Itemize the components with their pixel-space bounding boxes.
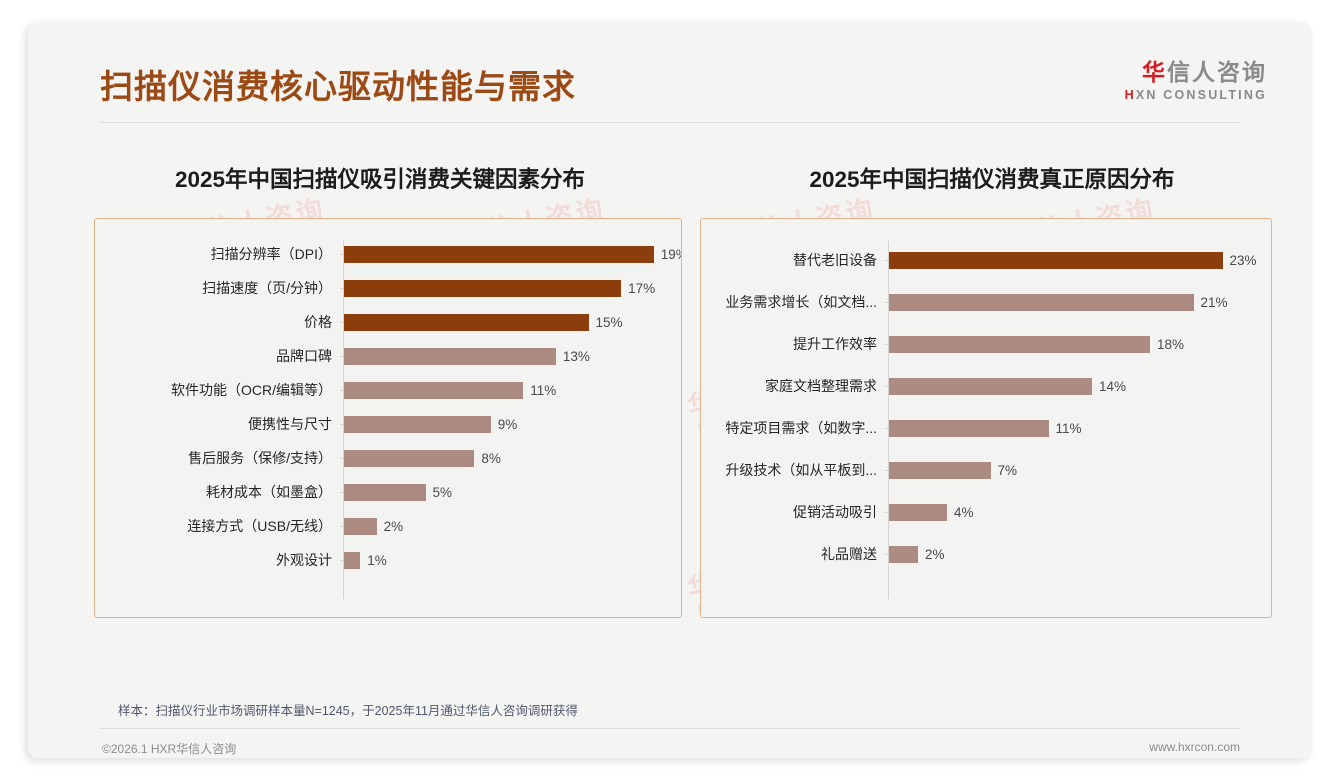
bar-category-label: 外观设计 <box>276 552 332 568</box>
bar-category-label: 业务需求增长（如文档... <box>725 294 877 310</box>
bar-category-label: 耗材成本（如墨盒） <box>206 484 332 500</box>
axis-tick <box>340 356 344 357</box>
bar <box>344 246 654 263</box>
bar <box>344 484 426 501</box>
bar-value-label: 2% <box>925 546 945 562</box>
bar <box>889 546 918 563</box>
bar-chart-right: 替代老旧设备 23% 业务需求增长（如文档... 21% 提升工作效率 18% 家庭文档整理… <box>701 219 1271 617</box>
axis-tick <box>885 386 889 387</box>
bar-value-label: 7% <box>997 462 1018 478</box>
bar <box>889 378 1092 395</box>
company-logo: 华信人咨询 HXN CONSULTING <box>1125 59 1267 102</box>
bar-category-label: 替代老旧设备 <box>793 252 877 268</box>
bar-category-label: 价格 <box>304 314 332 330</box>
bar-category-label: 促销活动吸引 <box>793 504 877 520</box>
axis-tick <box>885 554 889 555</box>
logo-en-first-char: H <box>1124 88 1136 103</box>
axis-tick <box>885 302 889 303</box>
bar <box>889 420 1049 437</box>
bar-value-label: 19% <box>660 246 681 262</box>
slide-header: 扫描仪消费核心驱动性能与需求 华信人咨询 HXN CONSULTING <box>28 22 1312 123</box>
bar-value-label: 4% <box>954 504 974 520</box>
bar-category-label: 售后服务（保修/支持） <box>188 450 332 466</box>
bar <box>344 280 622 297</box>
axis-tick <box>885 428 889 429</box>
logo-english-text: HXN CONSULTING <box>1125 88 1267 102</box>
bar-category-label: 品牌口碑 <box>276 348 332 364</box>
bar-category-label: 扫描速度（页/分钟） <box>202 280 332 296</box>
bar-value-label: 9% <box>497 416 518 432</box>
chart-axis-left <box>343 241 344 599</box>
bar-chart-left: 扫描分辨率（DPI） 19% 扫描速度（页/分钟） 17% 价格 15% 品牌口碑 13% 软件… <box>95 219 681 617</box>
bar-category-label: 扫描分辨率（DPI） <box>210 246 332 262</box>
bar <box>889 504 947 521</box>
bar-value-label: 18% <box>1157 336 1185 352</box>
bar-value-label: 11% <box>530 382 557 398</box>
slide-canvas: 华信人咨询 HXN CONSULTING 华信人咨询 HXN CONSULTING华信… <box>28 22 1312 758</box>
bar-category-label: 礼品赠送 <box>821 546 877 562</box>
bar-category-label: 软件功能（OCR/编辑等） <box>171 382 332 398</box>
bar-value-label: 2% <box>383 518 404 534</box>
bar-value-label: 23% <box>1229 252 1257 268</box>
chart-title-right: 2025年中国扫描仪消费真正原因分布 <box>809 167 1175 192</box>
bar <box>344 348 556 365</box>
axis-tick <box>340 288 344 289</box>
bar <box>889 462 991 479</box>
axis-tick <box>885 512 889 513</box>
bar <box>344 552 361 569</box>
bar-category-label: 家庭文档整理需求 <box>765 378 877 394</box>
axis-tick <box>340 458 344 459</box>
bar-value-label: 15% <box>595 314 623 330</box>
bar <box>344 518 377 535</box>
bar <box>344 314 589 331</box>
bar-value-label: 14% <box>1099 378 1127 394</box>
bar <box>344 382 524 399</box>
axis-tick <box>885 470 889 471</box>
bar-category-label: 提升工作效率 <box>793 336 877 352</box>
footer-website: www.hxrcon.com <box>1149 740 1240 754</box>
axis-tick <box>340 254 344 255</box>
axis-tick <box>340 322 344 323</box>
axis-tick <box>340 390 344 391</box>
header-divider <box>100 122 1240 123</box>
bar <box>344 450 475 467</box>
axis-tick <box>885 344 889 345</box>
axis-tick <box>885 260 889 261</box>
chart-axis-right <box>888 241 889 599</box>
bar <box>889 336 1150 353</box>
source-note: 样本：扫描仪行业市场调研样本量N=1245，于2025年11月通过华信人咨询调研… <box>118 704 578 718</box>
bar <box>889 294 1194 311</box>
logo-cn-first-char: 华 <box>1142 59 1167 85</box>
logo-chinese-text: 华信人咨询 <box>1125 59 1267 85</box>
bar-value-label: 1% <box>367 552 387 568</box>
logo-cn-rest: 信人咨询 <box>1167 59 1267 85</box>
bar-value-label: 21% <box>1200 294 1228 310</box>
chart-panel-left: 扫描分辨率（DPI） 19% 扫描速度（页/分钟） 17% 价格 15% 品牌口碑 13% 软件… <box>94 218 682 618</box>
bar-category-label: 连接方式（USB/无线） <box>187 518 332 534</box>
axis-tick <box>340 492 344 493</box>
bar-category-label: 升级技术（如从平板到... <box>725 462 877 478</box>
bar-value-label: 17% <box>628 280 656 296</box>
page-title: 扫描仪消费核心驱动性能与需求 <box>100 68 576 105</box>
footer-copyright: ©2026.1 HXR华信人咨询 <box>102 742 237 756</box>
chart-title-left: 2025年中国扫描仪吸引消费关键因素分布 <box>174 167 586 192</box>
axis-tick <box>340 526 344 527</box>
bar-value-label: 8% <box>481 450 501 466</box>
bar <box>344 416 491 433</box>
axis-tick <box>340 424 344 425</box>
logo-en-rest: XN CONSULTING <box>1135 88 1267 103</box>
bar-category-label: 特定项目需求（如数字... <box>725 420 877 436</box>
bar <box>889 252 1223 269</box>
bar-value-label: 11% <box>1055 420 1082 436</box>
bar-category-label: 便携性与尺寸 <box>248 416 332 432</box>
bar-value-label: 5% <box>432 484 453 500</box>
chart-panel-right: 替代老旧设备 23% 业务需求增长（如文档... 21% 提升工作效率 18% 家庭文档整理… <box>700 218 1272 618</box>
footer-divider <box>100 728 1240 729</box>
chart-block-left: 2025年中国扫描仪吸引消费关键因素分布 扫描分辨率（DPI） 19% 扫描速度（页… <box>94 162 686 618</box>
chart-block-right: 2025年中国扫描仪消费真正原因分布 替代老旧设备 23% 业务需求增长（如文档..… <box>700 162 1292 618</box>
bar-value-label: 13% <box>562 348 590 364</box>
axis-tick <box>340 560 344 561</box>
